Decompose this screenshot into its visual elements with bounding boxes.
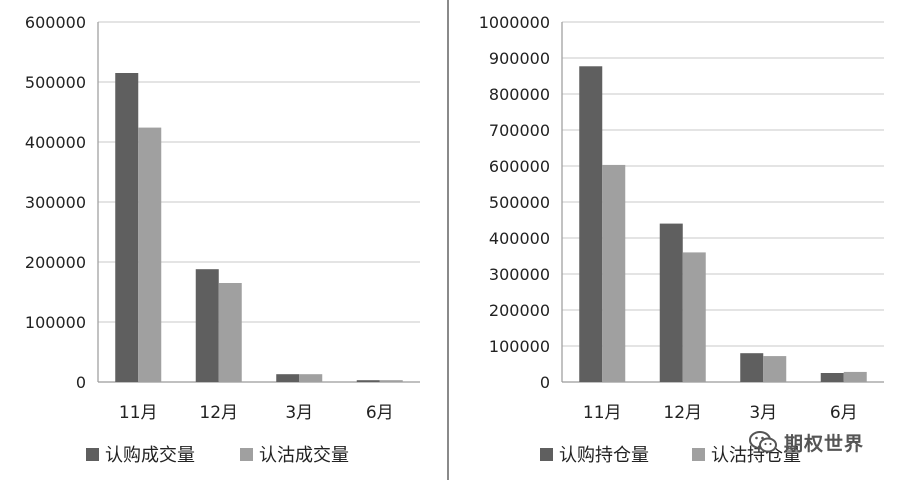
x-tick-label: 12月 [199,403,238,423]
x-tick-label: 11月 [119,403,158,423]
y-tick-label: 100000 [25,313,86,332]
y-tick-label: 100000 [489,337,550,356]
x-tick-label: 6月 [366,403,394,423]
y-tick-label: 500000 [25,73,86,92]
y-tick-label: 200000 [25,253,86,272]
bar-series-2 [763,356,787,382]
legend-label: 认购持仓量 [559,445,649,466]
y-tick-label: 700000 [489,121,550,140]
y-tick-label: 300000 [489,265,550,284]
open-interest-bar-chart: 0 100000 200000 300000 400000 500000 600000 700… [479,13,884,466]
y-tick-label: 600000 [489,157,550,176]
bar-series-2 [138,127,162,382]
x-tick-label: 11月 [583,403,622,423]
legend-label: 认沽成交量 [259,445,349,466]
legend-label: 认购成交量 [105,445,195,466]
bar-series-2 [843,371,867,382]
legend-swatch [240,448,253,461]
bar-series-2 [299,374,323,382]
bar-series-1 [740,353,764,382]
legend-swatch [86,448,99,461]
bar-series-1 [276,374,300,382]
volume-bar-chart: 0 100000 200000 300000 400000 500000 600000 11月… [25,13,420,466]
y-tick-label: 400000 [489,229,550,248]
bar-series-2 [682,252,706,382]
bar-series-2 [379,380,403,382]
bar-series-1 [579,66,603,382]
legend-label: 认沽持仓量 [711,445,801,466]
bar-series-2 [602,164,626,382]
bar-series-2 [218,283,242,382]
bar-series-1 [115,73,139,382]
bar-series-1 [195,269,219,382]
x-tick-label: 3月 [285,403,313,423]
chart-panel-left: 0 100000 200000 300000 400000 500000 600000 11月… [0,0,446,480]
x-tick-label: 12月 [663,403,702,423]
y-tick-label: 800000 [489,85,550,104]
bar-series-1 [659,223,683,382]
y-tick-label: 200000 [489,301,550,320]
x-tick-label: 3月 [749,403,777,423]
wechat-icon [749,431,777,453]
bar-series-1 [356,380,380,382]
chart-panel-right: 0 100000 200000 300000 400000 500000 600000 700… [452,0,900,480]
y-tick-label: 600000 [25,13,86,32]
watermark: 期权世界 [748,424,888,460]
x-tick-label: 6月 [830,403,858,423]
legend-swatch [692,448,705,461]
legend-swatch [540,448,553,461]
y-tick-label: 0 [540,373,550,392]
y-tick-label: 900000 [489,49,550,68]
y-tick-label: 400000 [25,133,86,152]
y-tick-label: 1000000 [479,13,550,32]
panel-divider [447,0,449,480]
watermark-text: 期权世界 [784,432,865,455]
y-tick-label: 0 [76,373,86,392]
y-tick-label: 500000 [489,193,550,212]
y-tick-label: 300000 [25,193,86,212]
bar-series-1 [820,373,844,382]
